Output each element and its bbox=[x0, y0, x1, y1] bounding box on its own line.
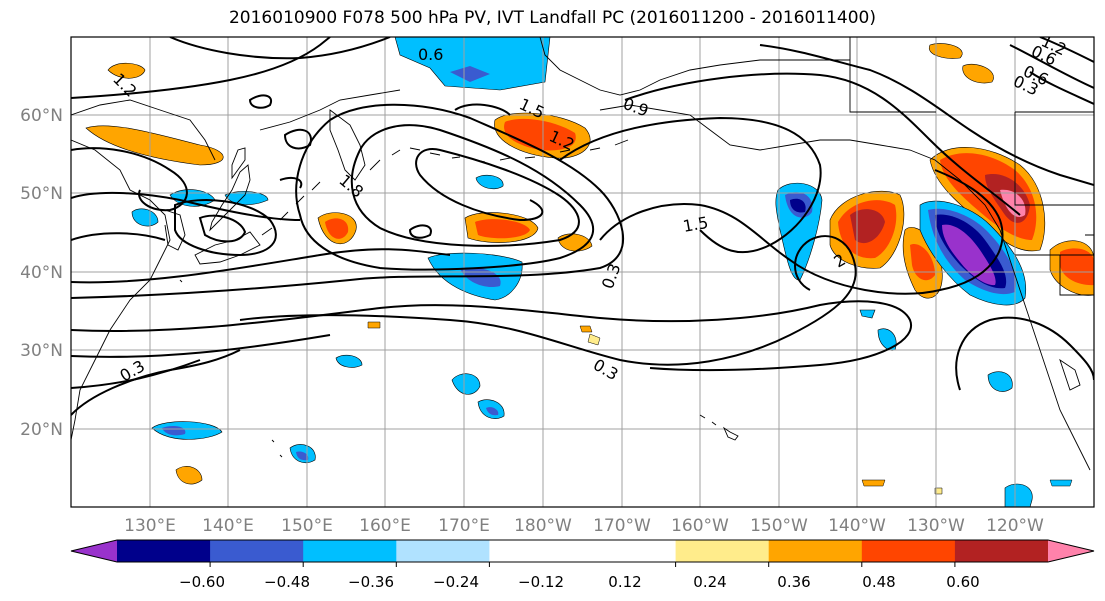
colorbar-tick-label: −0.60 bbox=[179, 573, 225, 591]
colorbar-swatch bbox=[768, 540, 863, 562]
colorbar-swatch bbox=[861, 540, 956, 562]
lat-label-20n: 20°N bbox=[20, 420, 63, 440]
colorbar-tick-label: −0.36 bbox=[348, 573, 394, 591]
pv-contours bbox=[71, 37, 1094, 416]
colorbar-tick-label: −0.12 bbox=[518, 573, 564, 591]
colorbar-tick-label: 0.12 bbox=[608, 573, 641, 591]
map-content: 0.6 1.2 1.5 1.2 0.9 1.8 1.5 2 0.3 0.3 0.… bbox=[71, 37, 1094, 507]
contour-label: 1.5 bbox=[681, 213, 709, 236]
lon-label: 130°E bbox=[124, 516, 176, 536]
lon-label: 120°W bbox=[986, 516, 1044, 536]
lon-label: 180°W bbox=[514, 516, 572, 536]
lon-label: 150°E bbox=[281, 516, 333, 536]
map-title: 2016010900 F078 500 hPa PV, IVT Landfall… bbox=[228, 8, 876, 28]
colorbar-swatch bbox=[954, 540, 1049, 562]
lon-label: 140°E bbox=[202, 516, 254, 536]
colorbar-swatch bbox=[489, 540, 583, 562]
lon-label: 170°W bbox=[593, 516, 651, 536]
lon-label: 130°W bbox=[907, 516, 965, 536]
colorbar-swatch bbox=[117, 540, 211, 562]
lon-label: 150°W bbox=[750, 516, 808, 536]
longitude-labels: 130°E 140°E 150°E 160°E 170°E 180°W 170°… bbox=[124, 516, 1044, 536]
lat-label-30n: 30°N bbox=[20, 341, 63, 361]
lat-label-50n: 50°N bbox=[20, 184, 63, 204]
latitude-labels: 60°N 50°N 40°N 30°N 20°N bbox=[20, 106, 63, 440]
colorbar-swatch bbox=[210, 540, 304, 562]
colorbar-tick-label: −0.48 bbox=[264, 573, 310, 591]
lon-label: 140°W bbox=[828, 516, 886, 536]
lat-label-40n: 40°N bbox=[20, 263, 63, 283]
colorbar-tick-label: −0.24 bbox=[433, 573, 479, 591]
colorbar-extend-max bbox=[1048, 540, 1094, 562]
lon-label: 160°W bbox=[671, 516, 729, 536]
map-frame bbox=[70, 36, 1095, 508]
colorbar-tick-label: 0.60 bbox=[946, 573, 979, 591]
lon-label: 160°E bbox=[359, 516, 411, 536]
lat-label-60n: 60°N bbox=[20, 106, 63, 126]
coastlines bbox=[71, 37, 1094, 471]
colorbar: −0.60 −0.48 −0.36 −0.24 −0.12 0.12 0.24 … bbox=[70, 539, 1095, 591]
lon-label: 170°E bbox=[438, 516, 490, 536]
colorbar-extend-min bbox=[71, 540, 117, 562]
colorbar-tick-labels: −0.60 −0.48 −0.36 −0.24 −0.12 0.12 0.24 … bbox=[179, 573, 980, 591]
colorbar-swatch bbox=[396, 540, 490, 562]
colorbar-tick-label: 0.24 bbox=[693, 573, 726, 591]
contour-label: 0.6 bbox=[418, 45, 443, 64]
colorbar-swatch bbox=[303, 540, 397, 562]
colorbar-tick-label: 0.48 bbox=[862, 573, 895, 591]
colorbar-tick-label: 0.36 bbox=[777, 573, 810, 591]
anomaly-shading bbox=[85, 37, 1094, 507]
colorbar-swatch bbox=[675, 540, 770, 562]
colorbar-swatch bbox=[582, 540, 677, 562]
